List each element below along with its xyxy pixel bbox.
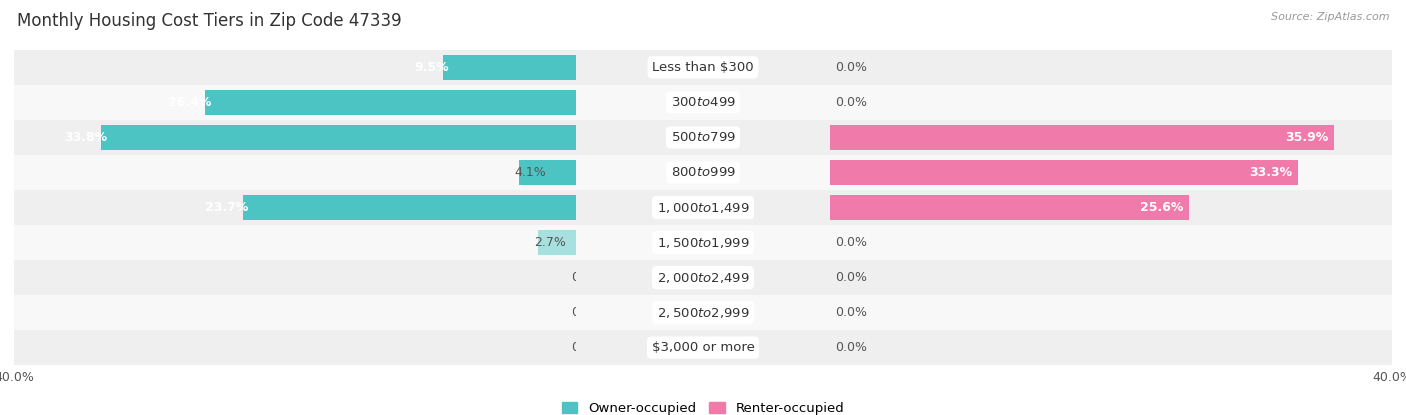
Text: 4.1%: 4.1% [515, 166, 547, 179]
Text: $300 to $499: $300 to $499 [671, 96, 735, 109]
Text: 23.7%: 23.7% [205, 201, 249, 214]
Text: 33.3%: 33.3% [1249, 166, 1292, 179]
Bar [830, 50, 1392, 85]
Bar [576, 120, 830, 155]
Text: 0.0%: 0.0% [571, 271, 603, 284]
Text: 25.6%: 25.6% [1140, 201, 1184, 214]
Bar [576, 85, 830, 120]
Bar [14, 50, 576, 85]
Text: 0.0%: 0.0% [835, 236, 868, 249]
Text: 0.0%: 0.0% [835, 341, 868, 354]
Legend: Owner-occupied, Renter-occupied: Owner-occupied, Renter-occupied [557, 397, 849, 415]
Bar [243, 195, 576, 220]
Bar [830, 260, 1392, 295]
Bar [14, 85, 576, 120]
Text: 0.0%: 0.0% [571, 341, 603, 354]
Bar [443, 55, 576, 80]
Bar [576, 330, 830, 365]
Text: $1,500 to $1,999: $1,500 to $1,999 [657, 236, 749, 249]
Bar [14, 190, 576, 225]
Bar [14, 155, 576, 190]
Text: 26.4%: 26.4% [167, 96, 211, 109]
Bar [830, 125, 1334, 150]
Bar [576, 50, 830, 85]
Bar [830, 195, 1189, 220]
Bar [830, 120, 1392, 155]
Text: Monthly Housing Cost Tiers in Zip Code 47339: Monthly Housing Cost Tiers in Zip Code 4… [17, 12, 402, 30]
Bar [830, 225, 1392, 260]
Bar [576, 155, 830, 190]
Text: 0.0%: 0.0% [835, 271, 868, 284]
Bar [14, 225, 576, 260]
Bar [101, 125, 576, 150]
Bar [576, 190, 830, 225]
Bar [538, 230, 576, 255]
Text: 0.0%: 0.0% [835, 306, 868, 319]
Text: $1,000 to $1,499: $1,000 to $1,499 [657, 200, 749, 215]
Text: $2,500 to $2,999: $2,500 to $2,999 [657, 305, 749, 320]
Text: 33.8%: 33.8% [63, 131, 107, 144]
Text: $500 to $799: $500 to $799 [671, 131, 735, 144]
Text: 9.5%: 9.5% [413, 61, 449, 74]
Bar [205, 90, 576, 115]
Bar [830, 160, 1298, 185]
Bar [14, 260, 576, 295]
Bar [576, 295, 830, 330]
Bar [576, 260, 830, 295]
Bar [14, 330, 576, 365]
Text: 0.0%: 0.0% [835, 61, 868, 74]
Text: Less than $300: Less than $300 [652, 61, 754, 74]
Text: Source: ZipAtlas.com: Source: ZipAtlas.com [1271, 12, 1389, 22]
Bar [576, 225, 830, 260]
Text: $800 to $999: $800 to $999 [671, 166, 735, 179]
Text: 2.7%: 2.7% [534, 236, 567, 249]
Bar [519, 160, 576, 185]
Bar [830, 330, 1392, 365]
Bar [14, 120, 576, 155]
Text: 0.0%: 0.0% [571, 306, 603, 319]
Bar [830, 85, 1392, 120]
Bar [830, 190, 1392, 225]
Text: 35.9%: 35.9% [1285, 131, 1329, 144]
Text: $3,000 or more: $3,000 or more [651, 341, 755, 354]
Bar [830, 155, 1392, 190]
Bar [14, 295, 576, 330]
Text: $2,000 to $2,499: $2,000 to $2,499 [657, 271, 749, 285]
Text: 0.0%: 0.0% [835, 96, 868, 109]
Bar [830, 295, 1392, 330]
